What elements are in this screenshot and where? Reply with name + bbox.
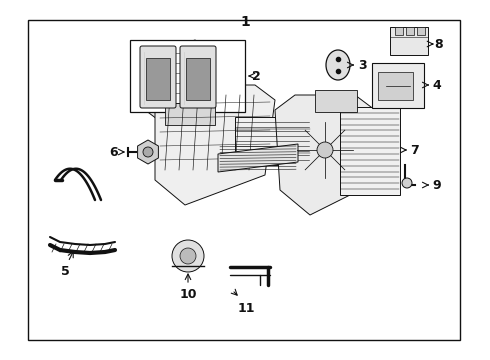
Bar — [186, 58, 210, 100]
Polygon shape — [155, 85, 275, 205]
Ellipse shape — [326, 50, 350, 80]
Polygon shape — [145, 40, 215, 125]
Bar — [378, 72, 413, 100]
Bar — [390, 27, 428, 55]
FancyBboxPatch shape — [180, 46, 216, 108]
Bar — [340, 107, 400, 195]
Bar — [372, 63, 424, 108]
Bar — [235, 117, 310, 165]
Bar — [28, 20, 460, 340]
Polygon shape — [218, 144, 298, 172]
Text: 4: 4 — [432, 78, 441, 91]
Circle shape — [172, 240, 204, 272]
Bar — [165, 103, 215, 125]
Text: 11: 11 — [238, 302, 255, 315]
Text: 9: 9 — [432, 179, 441, 192]
Text: 3: 3 — [358, 59, 367, 72]
Text: 7: 7 — [410, 144, 419, 157]
Circle shape — [317, 142, 333, 158]
Bar — [315, 90, 357, 112]
Bar — [130, 40, 245, 112]
FancyBboxPatch shape — [140, 46, 176, 108]
Text: 10: 10 — [179, 288, 197, 301]
Text: 5: 5 — [61, 265, 70, 278]
Text: 1: 1 — [240, 15, 250, 29]
Circle shape — [180, 248, 196, 264]
Text: 2: 2 — [252, 69, 261, 82]
Text: 8: 8 — [434, 37, 442, 50]
Text: 6: 6 — [109, 145, 118, 158]
Polygon shape — [275, 95, 375, 215]
Polygon shape — [138, 140, 158, 164]
Circle shape — [402, 178, 412, 188]
Bar — [146, 58, 170, 100]
Bar — [417, 27, 425, 35]
Bar — [395, 27, 403, 35]
Bar — [406, 27, 414, 35]
Circle shape — [143, 147, 153, 157]
